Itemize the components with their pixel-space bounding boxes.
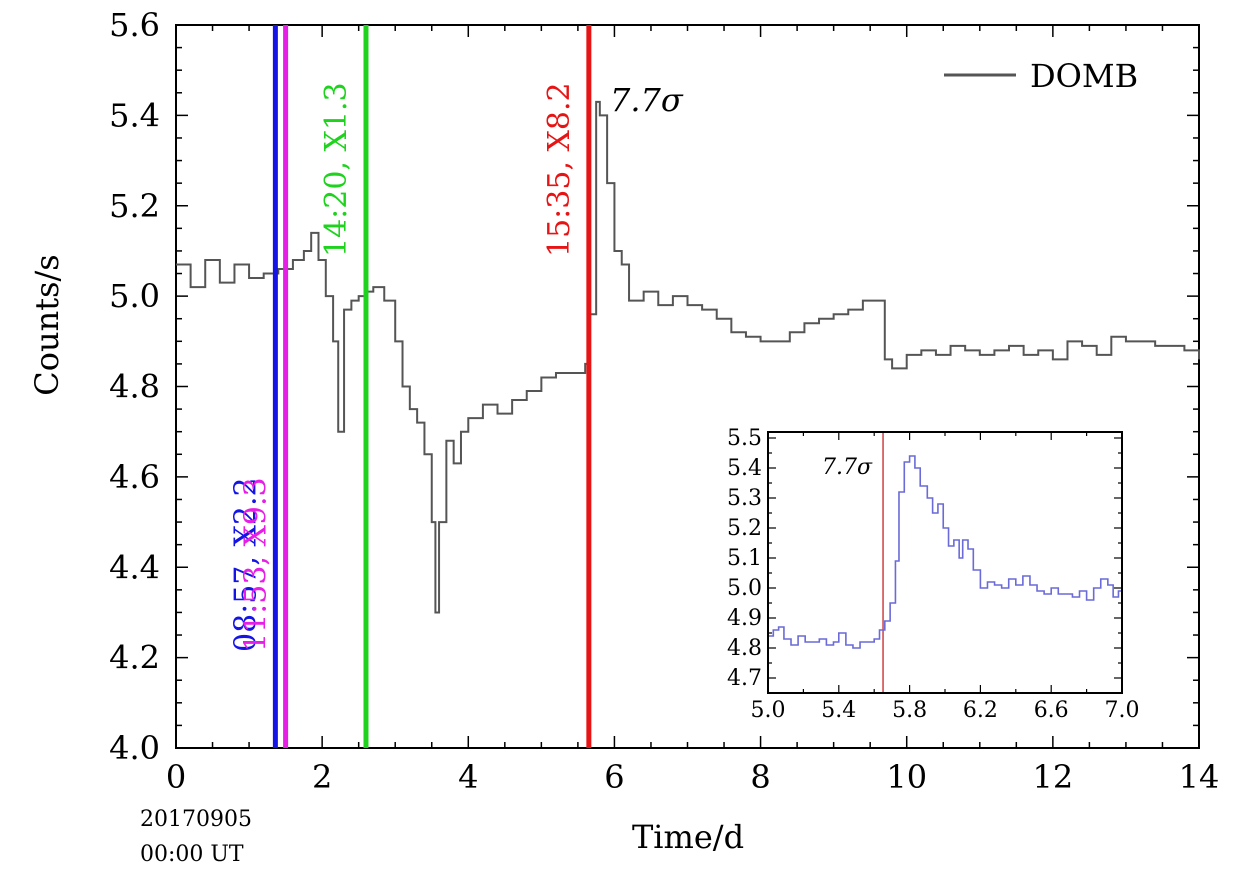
- event-label: 08:57, X2.2: [228, 477, 263, 652]
- main-ytick-labels: 4.0 4.2 4.4 4.6 4.8 5.0 5.2 5.4 5.6: [109, 6, 160, 767]
- main-plot: 08:57, X2.211:53, X9.3 14:20, X1.3 15:35, …: [28, 6, 1219, 867]
- epoch-time-label: 00:00 UT: [140, 842, 244, 867]
- inset-x-tick-label: 5.0: [751, 698, 786, 723]
- x-tick-label: 8: [750, 758, 770, 796]
- inset-background: [768, 432, 1122, 693]
- x-tick-label: 6: [604, 758, 624, 796]
- inset-y-tick-label: 5.5: [727, 426, 762, 451]
- x-tick-label: 2: [312, 758, 332, 796]
- inset-y-tick-label: 4.9: [727, 606, 762, 631]
- y-axis-label: Counts/s: [28, 254, 66, 395]
- inset-xtick-labels: 5.0 5.4 5.8 6.2 6.6 7.0: [751, 698, 1140, 723]
- sigma-annotation: 7.7σ: [610, 81, 684, 119]
- y-tick-label: 5.4: [109, 96, 160, 134]
- y-tick-label: 5.0: [109, 277, 160, 315]
- inset-ytick-labels: 4.7 4.8 4.9 5.0 5.1 5.2 5.3 5.4 5.5: [727, 426, 762, 691]
- inset-series-line: [768, 455, 1122, 649]
- x-tick-label: 4: [458, 758, 478, 796]
- y-tick-label: 4.2: [109, 639, 160, 677]
- x-tick-label: 0: [166, 758, 186, 796]
- inset-y-tick-label: 5.2: [727, 516, 762, 541]
- x-tick-label: 14: [1179, 758, 1220, 796]
- event-label: 11:53, X9.3: [239, 477, 274, 652]
- inset-frame: [767, 431, 1123, 694]
- y-tick-label: 5.2: [109, 187, 160, 225]
- inset-y-tick-label: 5.4: [727, 456, 762, 481]
- inset-x-tick-label: 7.0: [1105, 698, 1140, 723]
- main-axis-ticks: [175, 24, 1200, 749]
- inset-x-tick-label: 5.4: [821, 698, 856, 723]
- y-tick-label: 4.8: [109, 368, 160, 406]
- legend-label: DOMB: [1030, 57, 1138, 95]
- inset-plot: 5.0 5.4 5.8 6.2 6.6 7.0 4.7 4.8 4.9 5.0 5.1 5.2 5.3…: [727, 426, 1140, 723]
- inset-sigma-annotation: 7.7σ: [822, 455, 873, 480]
- legend: DOMB: [944, 57, 1138, 95]
- inset-y-tick-label: 5.3: [727, 486, 762, 511]
- event-lines-layer: 08:57, X2.211:53, X9.3 14:20, X1.3 15:35, …: [228, 25, 592, 748]
- event-label: 15:35, X8.2: [542, 82, 577, 257]
- event-label: 14:20, X1.3: [319, 82, 354, 257]
- inset-x-tick-label: 6.6: [1034, 698, 1069, 723]
- inset-y-tick-label: 5.1: [727, 546, 762, 571]
- epoch-date-label: 20170905: [140, 807, 252, 832]
- y-tick-label: 4.0: [109, 729, 160, 767]
- inset-y-tick-label: 4.7: [727, 666, 762, 691]
- inset-series-layer: [768, 432, 1122, 693]
- x-axis-label: Time/d: [632, 818, 744, 856]
- x-tick-label: 10: [886, 758, 927, 796]
- y-tick-label: 4.4: [109, 548, 160, 586]
- inset-x-tick-label: 5.8: [892, 698, 927, 723]
- inset-y-tick-label: 5.0: [727, 576, 762, 601]
- inset-y-tick-label: 4.8: [727, 636, 762, 661]
- main-series-layer: [176, 100, 1200, 614]
- domb-series-line: [176, 100, 1200, 614]
- y-tick-label: 4.6: [109, 458, 160, 496]
- y-tick-label: 5.6: [109, 6, 160, 44]
- x-tick-label: 12: [1032, 758, 1073, 796]
- inset-x-tick-label: 6.2: [963, 698, 998, 723]
- main-xtick-labels: 0 2 4 6 8 10 12 14: [166, 758, 1220, 796]
